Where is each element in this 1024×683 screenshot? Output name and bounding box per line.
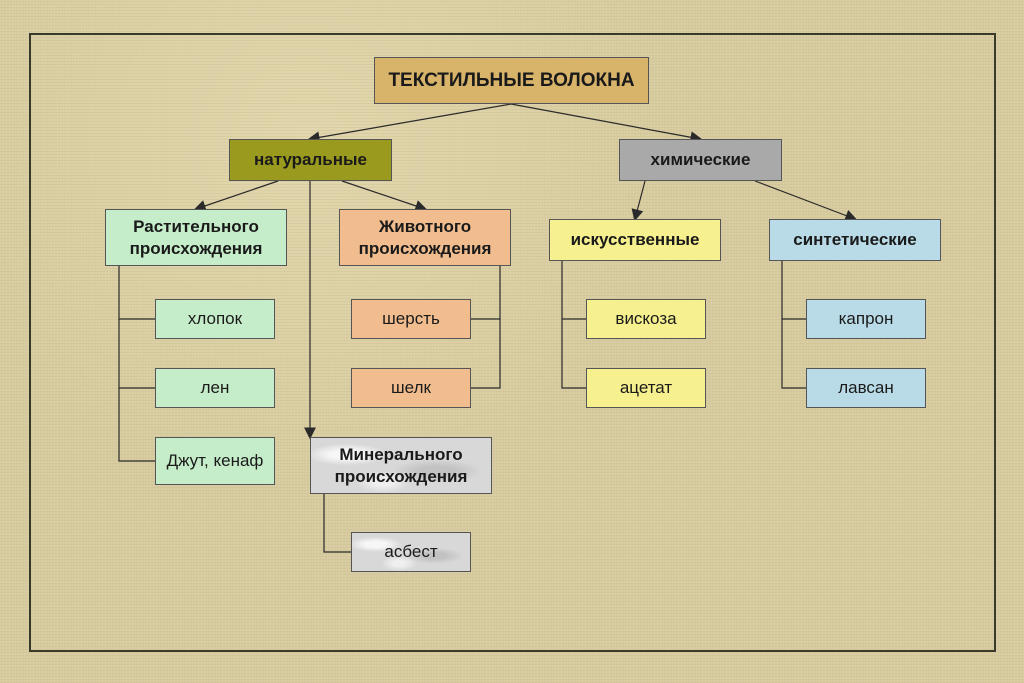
node-label: хлопок [184,306,246,331]
node-natural: натуральные [229,139,392,181]
node-label: лен [197,375,234,400]
node-animal: Животного происхождения [339,209,511,266]
node-plant: Растительного происхождения [105,209,287,266]
node-label: натуральные [250,147,371,172]
node-label: искусственные [567,227,704,252]
node-label: Животного происхождения [340,214,510,261]
node-label: ТЕКСТИЛЬНЫЕ ВОЛОКНА [384,67,638,95]
node-capron: капрон [806,299,926,339]
node-root: ТЕКСТИЛЬНЫЕ ВОЛОКНА [374,57,649,104]
inner-frame [29,33,996,652]
node-acetate: ацетат [586,368,706,408]
node-label: Растительного происхождения [106,214,286,261]
node-label: Минерального происхождения [311,442,491,489]
node-silk: шелк [351,368,471,408]
node-label: асбест [380,539,441,564]
node-synth: синтетические [769,219,941,261]
node-mineral: Минерального происхождения [310,437,492,494]
node-label: капрон [835,306,898,331]
node-jute: Джут, кенаф [155,437,275,485]
diagram-canvas: ТЕКСТИЛЬНЫЕ ВОЛОКНА натуральные химические… [0,0,1024,683]
node-artific: искусственные [549,219,721,261]
node-asbestos: асбест [351,532,471,572]
node-chemical: химические [619,139,782,181]
node-wool: шерсть [351,299,471,339]
node-label: химические [647,147,755,172]
node-viscose: вискоза [586,299,706,339]
node-label: Джут, кенаф [163,448,268,473]
node-label: лавсан [834,375,898,400]
node-label: вискоза [611,306,680,331]
node-label: шерсть [378,306,444,331]
node-cotton: хлопок [155,299,275,339]
node-label: ацетат [616,375,676,400]
node-label: синтетические [789,227,920,252]
node-flax: лен [155,368,275,408]
node-lavsan: лавсан [806,368,926,408]
node-label: шелк [387,375,435,400]
